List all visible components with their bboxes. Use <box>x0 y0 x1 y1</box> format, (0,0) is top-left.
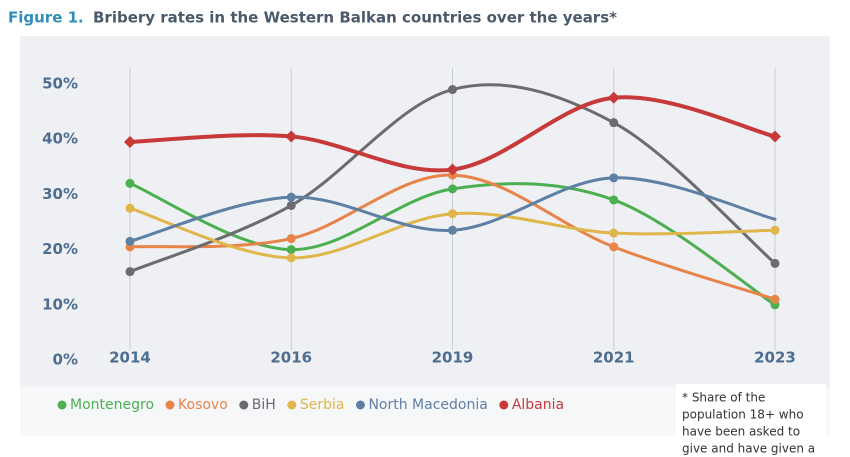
data-point <box>286 245 296 255</box>
legend-marker <box>57 400 67 410</box>
legend-marker <box>355 400 365 410</box>
data-point <box>770 294 780 304</box>
legend-marker <box>287 400 297 410</box>
legend-marker <box>239 400 249 410</box>
x-tick-label: 2021 <box>593 349 635 367</box>
data-point <box>609 118 619 128</box>
data-point <box>609 195 619 205</box>
data-point <box>446 163 459 176</box>
x-tick-label: 2019 <box>432 349 474 367</box>
legend-label: North Macedonia <box>368 397 487 413</box>
data-point <box>125 267 135 277</box>
data-point <box>448 225 457 235</box>
y-tick-label: 30% <box>42 185 78 203</box>
data-point <box>770 225 780 235</box>
data-point <box>769 130 781 143</box>
data-point <box>286 200 296 210</box>
data-point <box>607 91 620 104</box>
legend-label: BiH <box>252 397 276 413</box>
data-point <box>285 130 298 143</box>
footnote-box <box>676 384 826 457</box>
footnote-line: have been asked to <box>682 425 800 439</box>
chart-title: Bribery rates in the Western Balkan coun… <box>93 9 617 27</box>
data-point <box>609 242 619 252</box>
legend-label: Albania <box>512 397 564 413</box>
y-tick-label: 0% <box>53 351 78 369</box>
y-tick-label: 20% <box>42 240 78 258</box>
legend-label: Montenegro <box>70 397 154 413</box>
data-point <box>286 253 296 263</box>
data-point <box>770 258 780 268</box>
data-point <box>448 85 457 95</box>
y-tick-label: 50% <box>42 75 78 93</box>
figure-label: Figure 1. <box>8 9 84 27</box>
x-tick-label: 2016 <box>270 349 312 367</box>
data-point <box>609 173 619 183</box>
y-tick-label: 40% <box>42 130 78 148</box>
data-point <box>124 135 136 148</box>
legend-label: Serbia <box>300 397 345 413</box>
data-point <box>125 178 135 188</box>
data-point <box>125 236 135 246</box>
footnote-line: * Share of the <box>682 391 765 405</box>
legend-marker <box>499 400 509 410</box>
plot-background <box>20 36 830 386</box>
data-point <box>448 209 457 219</box>
footnote-line: population 18+ who <box>682 408 804 422</box>
data-point <box>448 184 457 194</box>
legend-marker <box>165 400 175 410</box>
footnote-line: give and have given a <box>682 442 815 456</box>
data-point <box>609 228 619 238</box>
x-tick-label: 2014 <box>109 349 151 367</box>
legend-label: Kosovo <box>178 397 228 413</box>
x-tick-label: 2023 <box>754 349 796 367</box>
y-tick-label: 10% <box>42 295 78 313</box>
data-point <box>286 234 296 244</box>
data-point <box>286 192 296 202</box>
data-point <box>125 203 135 213</box>
